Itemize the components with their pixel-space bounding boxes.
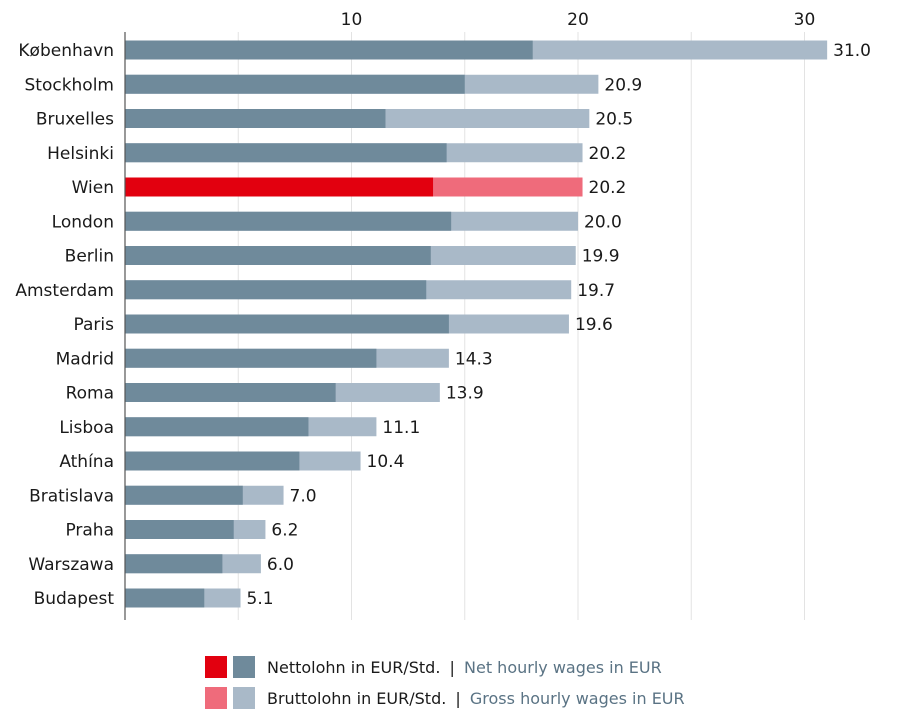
category-label: Madrid bbox=[56, 349, 114, 369]
category-label: Bruxelles bbox=[36, 110, 114, 130]
bar-net bbox=[125, 314, 449, 334]
bar-net bbox=[125, 451, 300, 471]
value-label: 5.1 bbox=[247, 589, 274, 609]
legend-swatch-gross bbox=[233, 687, 255, 709]
bar-net bbox=[125, 280, 427, 300]
bar-net bbox=[125, 588, 205, 608]
legend-label-net: Nettolohn in EUR/Std. | Net hourly wages… bbox=[267, 658, 662, 677]
value-label: 7.0 bbox=[290, 486, 317, 506]
bar-net bbox=[125, 485, 243, 505]
category-label: Roma bbox=[66, 384, 114, 404]
bar-net bbox=[125, 211, 452, 231]
legend-item-net: Nettolohn in EUR/Std. | Net hourly wages… bbox=[205, 655, 685, 679]
category-label: Helsinki bbox=[47, 144, 114, 164]
x-tick-label: 20 bbox=[567, 10, 589, 30]
value-label: 20.5 bbox=[595, 110, 633, 130]
value-label: 14.3 bbox=[455, 349, 493, 369]
category-label: Lisboa bbox=[59, 418, 114, 438]
bar-chart: 10 20 30 København 31.0 Stockholm 20.9 Bruxelle… bbox=[15, 10, 871, 620]
bar-net bbox=[125, 383, 336, 402]
value-label: 6.0 bbox=[267, 555, 294, 575]
legend-separator: | bbox=[449, 657, 455, 677]
x-tick-label: 30 bbox=[794, 10, 816, 30]
bar-net bbox=[125, 109, 386, 128]
value-label: 13.9 bbox=[446, 384, 484, 404]
value-label: 19.6 bbox=[575, 315, 613, 335]
bar-net bbox=[125, 520, 234, 539]
value-label: 6.2 bbox=[271, 521, 298, 541]
legend-label-gross-de: Bruttolohn in EUR/Std. bbox=[267, 688, 447, 708]
bar-net bbox=[125, 554, 223, 574]
legend-label-gross: Bruttolohn in EUR/Std. | Gross hourly wa… bbox=[267, 689, 685, 708]
legend: Nettolohn in EUR/Std. | Net hourly wages… bbox=[205, 655, 685, 717]
category-label: Stockholm bbox=[24, 75, 114, 95]
bar-net bbox=[125, 143, 447, 163]
category-label: Paris bbox=[74, 315, 115, 335]
legend-label-gross-en: Gross hourly wages in EUR bbox=[469, 688, 685, 708]
legend-label-net-en: Net hourly wages in EUR bbox=[464, 657, 662, 677]
value-label: 19.7 bbox=[577, 281, 615, 301]
category-label: Amsterdam bbox=[15, 281, 114, 301]
bar-net bbox=[125, 177, 434, 197]
legend-swatch-gross-highlight bbox=[205, 687, 227, 709]
value-label: 20.9 bbox=[604, 75, 642, 95]
legend-label-net-de: Nettolohn in EUR/Std. bbox=[267, 657, 441, 677]
category-label: London bbox=[52, 212, 114, 232]
legend-swatch-net-highlight bbox=[205, 656, 227, 678]
value-label: 11.1 bbox=[382, 418, 420, 438]
value-label: 20.2 bbox=[589, 144, 627, 164]
category-label: Berlin bbox=[65, 247, 114, 267]
bar-net bbox=[125, 348, 377, 368]
bar-net bbox=[125, 74, 465, 94]
value-label: 19.9 bbox=[582, 247, 620, 267]
x-tick-label: 10 bbox=[341, 10, 363, 30]
category-label: Praha bbox=[65, 521, 114, 541]
category-label: Wien bbox=[72, 178, 114, 198]
category-label: København bbox=[18, 41, 114, 61]
value-label: 31.0 bbox=[833, 41, 871, 61]
bar-net bbox=[125, 246, 431, 265]
category-label: Bratislava bbox=[29, 486, 114, 506]
legend-swatch-net bbox=[233, 656, 255, 678]
bar-net bbox=[125, 417, 309, 437]
category-label: Warszawa bbox=[28, 555, 114, 575]
value-label: 20.0 bbox=[584, 212, 622, 232]
legend-item-gross: Bruttolohn in EUR/Std. | Gross hourly wa… bbox=[205, 686, 685, 710]
value-label: 20.2 bbox=[589, 178, 627, 198]
category-label: Athína bbox=[59, 452, 114, 472]
legend-separator: | bbox=[455, 688, 461, 708]
bar-net bbox=[125, 40, 533, 60]
category-label: Budapest bbox=[34, 589, 115, 609]
value-label: 10.4 bbox=[367, 452, 405, 472]
